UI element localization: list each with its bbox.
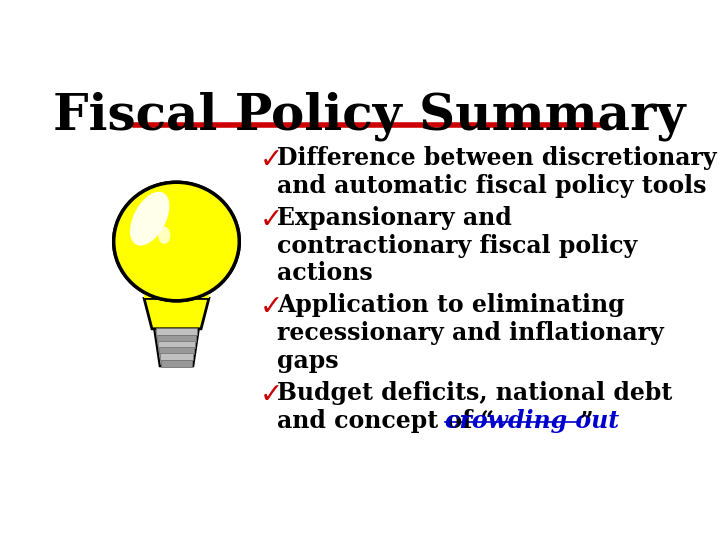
Text: ✓: ✓ — [260, 294, 284, 321]
Text: Difference between discretionary: Difference between discretionary — [277, 146, 716, 170]
Text: ✓: ✓ — [260, 146, 284, 174]
Text: ✓: ✓ — [260, 206, 284, 234]
Polygon shape — [160, 353, 193, 360]
Text: actions: actions — [277, 261, 373, 286]
Polygon shape — [157, 335, 196, 342]
Text: and concept of “: and concept of “ — [277, 409, 494, 433]
Ellipse shape — [130, 192, 169, 246]
Polygon shape — [158, 341, 195, 348]
Text: crowding out: crowding out — [445, 409, 619, 433]
Text: recessionary and inflationary: recessionary and inflationary — [277, 321, 664, 346]
Text: contractionary fiscal policy: contractionary fiscal policy — [277, 234, 637, 258]
Text: Fiscal Policy Summary: Fiscal Policy Summary — [53, 92, 685, 141]
Text: and automatic fiscal policy tools: and automatic fiscal policy tools — [277, 174, 706, 198]
Polygon shape — [144, 292, 209, 299]
Text: ✓: ✓ — [260, 381, 284, 409]
Polygon shape — [159, 347, 194, 354]
Ellipse shape — [114, 183, 239, 301]
Ellipse shape — [158, 227, 171, 244]
Polygon shape — [156, 328, 197, 335]
Text: ”: ” — [580, 409, 594, 433]
Text: Application to eliminating: Application to eliminating — [277, 294, 624, 318]
Polygon shape — [144, 299, 209, 329]
Ellipse shape — [114, 183, 239, 301]
Polygon shape — [161, 360, 192, 367]
Text: gaps: gaps — [277, 349, 338, 373]
Text: Budget deficits, national debt: Budget deficits, national debt — [277, 381, 672, 405]
Polygon shape — [154, 329, 199, 366]
Text: Expansionary and: Expansionary and — [277, 206, 512, 230]
